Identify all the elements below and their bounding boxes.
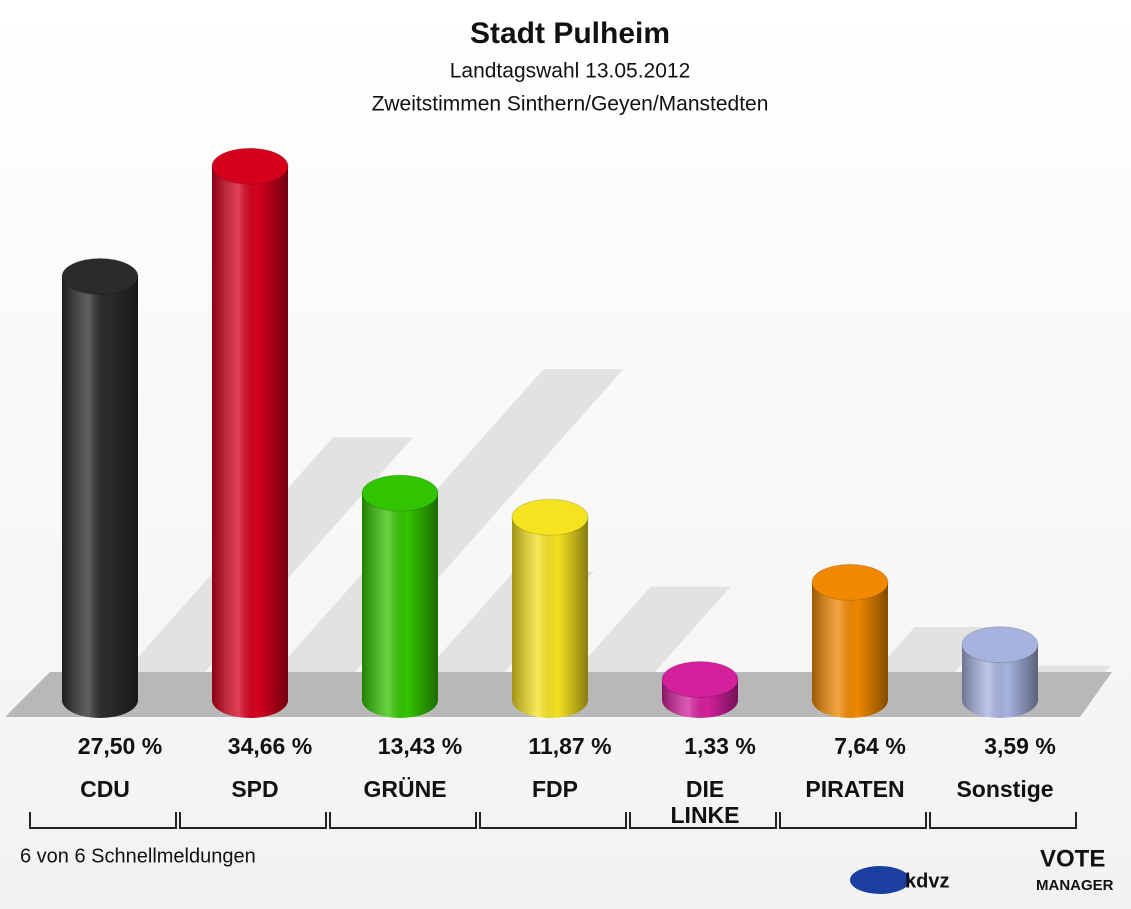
value-label: 13,43 % [377,733,463,759]
bar-body-shade [512,517,588,700]
bar [961,626,1039,718]
x-tick-label: GRÜNE [363,776,447,802]
chart-title: Stadt Pulheim [470,17,670,50]
bracket [29,812,177,829]
value-label: 11,87 % [528,733,612,759]
bar [511,498,589,718]
bar-body-shade [212,166,288,701]
bracket [179,812,327,829]
bar [61,258,139,718]
value-label: 1,33 % [684,733,756,759]
bar-top [961,626,1039,664]
value-label: 7,64 % [834,733,906,759]
bracket [779,812,927,829]
bar [661,661,739,718]
bar-top [361,474,439,512]
bar [811,563,889,718]
subtitle: Zweitstimmen Sinthern/Geyen/Manstedten [372,93,769,116]
logo-text: VOTE [1040,845,1105,872]
value-label: 34,66 % [227,733,313,759]
logo-text: kdvz [905,870,949,892]
bracket [629,812,777,829]
subtitle: Landtagswahl 13.05.2012 [450,60,691,83]
x-tick-label: CDU [80,776,130,802]
bar-top [661,661,739,699]
bracket [329,812,477,829]
x-tick-label: DIE LINKE [670,776,740,828]
bracket [479,812,627,829]
bar-top [211,147,289,185]
logo-icon [850,866,910,894]
value-label: 27,50 % [77,733,163,759]
shadow [550,586,731,700]
bar-body-shade [62,276,138,700]
bar [361,474,439,718]
x-tick-label: FDP [532,776,578,802]
x-tick-label: PIRATEN [805,776,905,802]
bracket [929,812,1077,829]
footer-note: 6 von 6 Schnellmeldungen [20,845,256,867]
value-label: 3,59 % [984,733,1056,759]
bar-top [811,563,889,601]
bar-top [511,498,589,536]
logo-text: MANAGER [1036,877,1114,894]
bar-body-shade [362,493,438,700]
bar-top [61,258,139,295]
x-tick-label: Sonstige [956,776,1054,802]
bar [211,147,289,718]
x-tick-label: SPD [231,776,279,802]
bar-body-shade [812,582,888,700]
